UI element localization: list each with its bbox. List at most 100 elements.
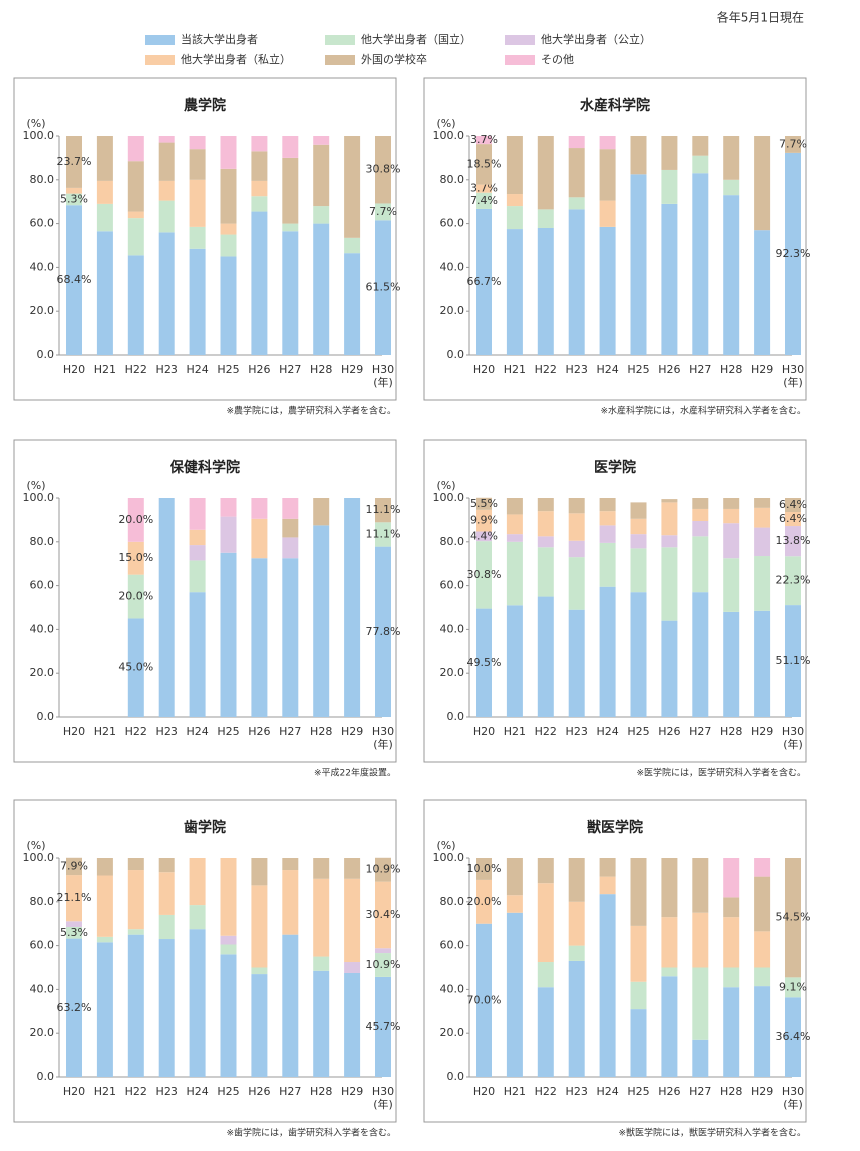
bar-segment [375,881,391,949]
bar-segment [476,531,492,542]
bar-segment [754,931,771,968]
data-label: 61.5% [366,281,401,294]
bar-segment [661,203,678,355]
bar-segment [723,858,740,898]
bar-segment [313,223,330,355]
bar-segment [375,498,391,523]
bar-segment [189,136,206,150]
data-label: 3.7% [470,133,498,146]
bar-segment [476,136,492,145]
bar-segment [189,498,206,530]
bar-segment [127,136,144,162]
bar-segment [630,534,647,549]
x-tick-label: H29 [341,725,363,738]
bar-segment [344,237,361,254]
bar-segment [158,142,175,181]
data-label: 4.4% [470,529,498,542]
y-tick-label: 0.0 [447,348,465,361]
y-unit: (%) [436,479,455,492]
x-tick-label: H21 [504,1085,526,1098]
bar-segment [220,954,237,1077]
legend-label: 他大学出身者（公立） [541,32,651,46]
bar-segment [96,231,113,355]
bar-segment [692,155,709,174]
bar-segment [189,226,206,249]
bar-segment [251,967,268,975]
bar-segment [96,136,113,181]
data-label: 3.7% [470,182,498,195]
data-label: 10.9% [366,958,401,971]
y-tick-label: 80.0 [440,173,465,186]
bar-segment [723,558,740,612]
bar-segment [313,858,330,879]
bar-segment [282,870,299,935]
bar-segment [375,857,391,882]
x-tick-label: H26 [248,1085,270,1098]
bar-segment [568,540,585,558]
y-tick-label: 80.0 [30,535,55,548]
x-tick-label: H23 [156,363,178,376]
bar-segment [189,529,206,546]
bar-segment [661,535,678,548]
bar-segment [723,136,740,180]
bar-segment [282,518,299,538]
x-tick-label: H21 [504,363,526,376]
bar-segment [344,858,361,879]
bar-segment [127,161,144,212]
y-tick-label: 20.0 [440,304,465,317]
bar-segment [476,184,492,193]
bar-segment [785,977,801,998]
bar-segment [282,537,299,559]
bar-segment [375,203,391,221]
bar-segment [723,967,740,988]
bar-segment [313,956,330,971]
x-tick-label: H21 [94,363,116,376]
bar-segment [189,545,206,561]
x-tick-label: H29 [751,363,773,376]
y-tick-label: 0.0 [37,710,55,723]
legend-label: 外国の学校卒 [361,52,427,66]
bar-segment [282,498,299,519]
x-tick-label: H28 [310,363,332,376]
bar-segment [599,200,616,227]
data-label: 30.8% [366,163,401,176]
bar-segment [66,205,82,355]
y-tick-label: 40.0 [30,622,55,635]
x-tick-label: H23 [566,363,588,376]
bar-segment [127,498,144,542]
data-label: 10.9% [366,863,401,876]
data-label: 9.1% [779,980,807,993]
bar-segment [630,858,647,926]
bar-segment [537,883,554,963]
bar-segment [506,858,523,896]
bar-segment [127,255,144,355]
bar-segment [599,498,616,512]
x-tick-label: H23 [566,1085,588,1098]
data-label: 5.5% [470,497,498,510]
x-tick-label: H29 [341,1085,363,1098]
bar-segment [537,511,554,537]
x-tick-label: H28 [310,1085,332,1098]
bar-segment [189,179,206,227]
x-tick-label: H30 [372,363,394,376]
legend-swatch [145,35,175,45]
bar-segment [630,136,647,175]
data-label: 23.7% [57,155,92,168]
bar-segment [251,858,268,886]
data-label: 5.3% [60,926,88,939]
bar-segment [282,558,299,717]
y-tick-label: 80.0 [440,535,465,548]
panel [13,77,397,401]
bar-segment [476,541,492,609]
data-label: 6.4% [779,512,807,525]
bar-segment [220,256,237,355]
bar-segment [127,934,144,1077]
bar-segment [476,608,492,717]
bar-segment [723,897,740,918]
bar-segment [375,136,391,204]
x-tick-label: H30 [782,725,804,738]
bar-segment [723,987,740,1077]
x-tick-label: H26 [248,725,270,738]
x-tick-label: H24 [596,1085,618,1098]
x-tick-label: H20 [63,1085,85,1098]
